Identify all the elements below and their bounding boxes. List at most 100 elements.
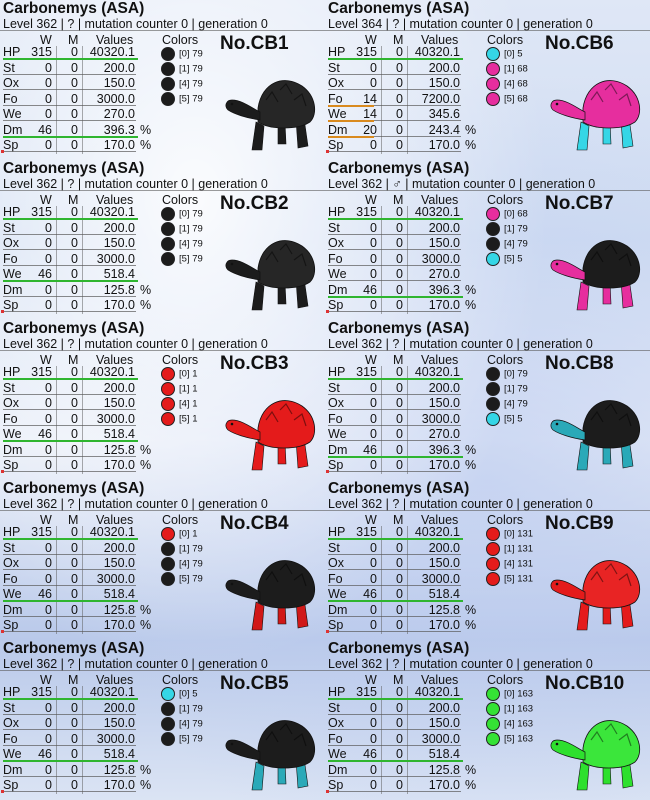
stat-row-st: St 0 0 200.0 <box>325 61 485 75</box>
creature-image <box>225 80 316 151</box>
stat-wild-points: 0 <box>45 716 52 730</box>
stat-underline <box>328 311 461 312</box>
color-region-0: [0] 1 <box>161 367 198 381</box>
stat-name: We <box>328 587 347 601</box>
stat-row-st: St 0 0 200.0 <box>0 380 160 395</box>
color-region-3: [5] 79 <box>161 252 203 266</box>
creature-image <box>225 720 316 791</box>
stat-value: 518.4 <box>428 747 460 761</box>
creature-subtitle: Level 362 | ? | mutation counter 0 | gen… <box>3 657 268 671</box>
column-divider <box>82 686 83 794</box>
creature-head <box>225 579 261 601</box>
stat-underline <box>3 151 136 152</box>
color-region-1: [1] 79 <box>486 222 528 236</box>
color-region-label: [5] 131 <box>504 573 534 585</box>
stat-row-sp: Sp 0 0 170.0% <box>0 299 160 312</box>
creature-card[interactable]: Carbonemys (ASA) Level 362 | ? | mutation… <box>325 480 650 640</box>
stat-mutated-points: 0 <box>71 251 78 266</box>
stat-mutated-points: 0 <box>396 618 403 632</box>
stat-wild-points: 0 <box>370 458 377 472</box>
stat-value: 150.0 <box>103 236 135 250</box>
stat-name: We <box>3 587 22 601</box>
color-region-label: [0] 79 <box>179 48 203 60</box>
creature-image <box>550 240 641 311</box>
stat-wild-points: 0 <box>45 220 52 235</box>
creature-card[interactable]: Carbonemys (ASA) Level 362 | ? | mutation… <box>0 0 325 160</box>
stat-value: 150.0 <box>103 556 135 570</box>
stat-name: Ox <box>328 236 344 250</box>
stat-name: Dm <box>3 762 23 777</box>
stat-value: 150.0 <box>428 396 460 410</box>
stat-underline <box>328 264 461 266</box>
column-divider <box>56 366 57 474</box>
stat-value: 200.0 <box>103 380 135 395</box>
color-region-label: [4] 1 <box>179 398 198 410</box>
stat-mutated-points: 0 <box>396 251 403 266</box>
color-swatch <box>161 222 175 236</box>
stat-highlight-bar <box>3 378 138 380</box>
stat-name: Dm <box>328 282 348 297</box>
stat-mutated-points: 0 <box>71 282 78 297</box>
color-region-3: [5] 1 <box>161 412 198 426</box>
column-divider <box>56 526 57 634</box>
color-region-3: [5] 79 <box>161 732 203 746</box>
creature-title: Carbonemys (ASA) <box>328 640 470 657</box>
creature-card[interactable]: Carbonemys (ASA) Level 362 | ? | mutation… <box>325 640 650 800</box>
creature-front-leg <box>251 601 265 631</box>
stat-name: Sp <box>328 458 344 472</box>
color-region-label: [1] 163 <box>504 703 534 715</box>
stat-mutated-points: 0 <box>396 571 403 586</box>
stat-wild-points: 0 <box>370 618 377 632</box>
colors-header: Colors <box>162 33 199 47</box>
stat-row-fo: Fo 0 0 3000.0 <box>0 412 160 426</box>
column-divider <box>407 526 408 634</box>
creature-head <box>550 259 586 281</box>
creature-front-leg <box>251 281 265 311</box>
creature-card[interactable]: Carbonemys (ASA) Level 362 | ? | mutation… <box>0 480 325 640</box>
stat-name: Dm <box>3 602 23 617</box>
creature-card[interactable]: Carbonemys (ASA) Level 362 | ? | mutation… <box>0 320 325 480</box>
creature-card[interactable]: Carbonemys (ASA) Level 362 | ? | mutation… <box>0 160 325 320</box>
color-region-label: [5] 79 <box>179 733 203 745</box>
stat-underline <box>3 471 136 472</box>
creature-card[interactable]: Carbonemys (ASA) Level 362 | ♂ | mutation… <box>325 160 650 320</box>
stat-mutated-points: 0 <box>396 396 403 410</box>
column-divider <box>407 686 408 794</box>
creature-id-label: No.CB8 <box>545 353 614 374</box>
creature-card[interactable]: Carbonemys (ASA) Level 362 | ? | mutation… <box>0 640 325 800</box>
stat-unit: % <box>140 618 152 632</box>
creature-image <box>550 560 641 631</box>
creature-head <box>550 419 586 441</box>
creature-eye <box>555 422 559 426</box>
stat-unit: % <box>140 122 152 137</box>
stat-row-sp: Sp 0 0 170.0% <box>0 139 160 152</box>
column-divider <box>381 686 382 794</box>
stat-wild-points: 0 <box>370 76 377 90</box>
stat-unit: % <box>465 458 477 472</box>
column-header-values: Values <box>96 33 134 47</box>
stat-wild-points: 0 <box>370 540 377 555</box>
creature-subtitle: Level 362 | ? | mutation counter 0 | gen… <box>3 337 268 351</box>
creature-card[interactable]: Carbonemys (ASA) Level 362 | ? | mutation… <box>325 320 650 480</box>
stat-value: 3000.0 <box>421 571 460 586</box>
stat-underline <box>328 553 461 555</box>
creature-subtitle: Level 364 | ? | mutation counter 0 | gen… <box>328 17 593 31</box>
creature-eye <box>230 582 234 586</box>
stat-name: Ox <box>328 716 344 730</box>
stat-value: 150.0 <box>103 716 135 730</box>
stat-name: Dm <box>3 282 23 297</box>
creature-card[interactable]: Carbonemys (ASA) Level 364 | ? | mutation… <box>325 0 650 160</box>
creature-image <box>225 240 316 311</box>
stat-value: 40320.1 <box>89 685 135 699</box>
stat-highlight-bar <box>328 120 374 122</box>
row-marker <box>1 150 4 153</box>
stat-row-st: St 0 0 200.0 <box>0 541 160 555</box>
stat-wild-points: 0 <box>45 107 52 121</box>
column-header-m: M <box>68 513 79 527</box>
creature-head <box>550 99 586 121</box>
color-region-label: [5] 79 <box>179 253 203 265</box>
stat-row-dm: Dm 0 0 125.8% <box>0 282 160 297</box>
stat-row-hp: HP 315 0 40320.1 <box>0 206 160 220</box>
stat-wild-points: 0 <box>45 91 52 106</box>
stat-mutated-points: 0 <box>396 685 403 699</box>
